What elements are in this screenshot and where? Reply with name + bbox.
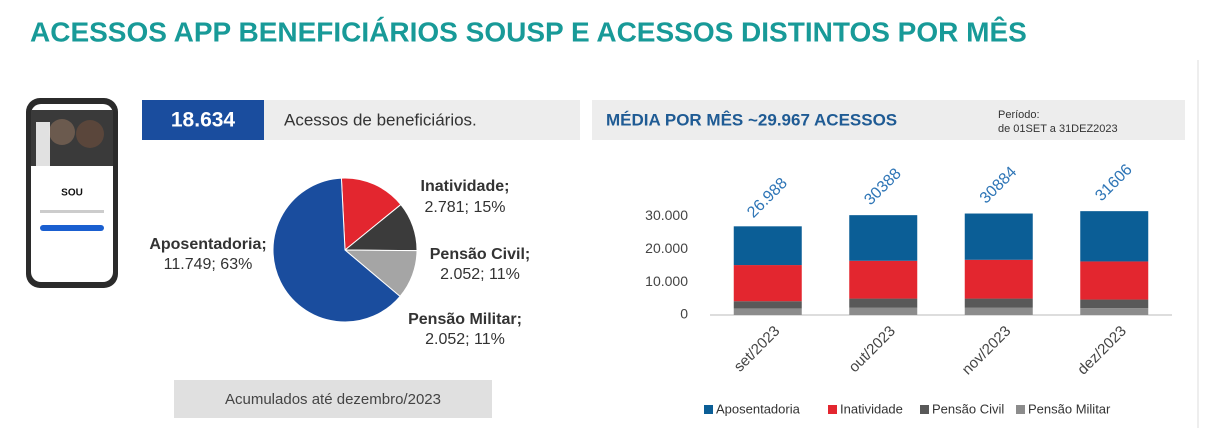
bar-segment (965, 299, 1033, 308)
legend-label: Inatividade (840, 401, 903, 416)
y-tick-label: 0 (680, 306, 688, 322)
bar-segment (734, 301, 802, 308)
pie-value-label: 11.749; 63% (164, 256, 253, 273)
pie-label: Pensão Militar; (408, 311, 522, 328)
kpi-value: 18.634 (171, 109, 236, 132)
bar-segment (849, 261, 917, 299)
legend-swatch (920, 405, 929, 414)
legend-swatch (828, 405, 837, 414)
bar-segment (1080, 308, 1148, 315)
pie-value-label: 2.052; 11% (425, 331, 505, 348)
bar-segment (734, 308, 802, 315)
bar-segment (965, 260, 1033, 299)
bar-segment (849, 299, 917, 308)
bar-segment (849, 215, 917, 261)
dashboard: ACESSOS APP BENEFICIÁRIOS SOUSP E ACESSO… (0, 0, 1210, 428)
y-tick-label: 20.000 (645, 240, 688, 256)
period-label: Período: (998, 109, 1040, 121)
pie-value-label: 2.781; 15% (425, 199, 506, 216)
title: ACESSOS APP BENEFICIÁRIOS SOUSP E ACESSO… (30, 16, 1027, 47)
bar-title: MÉDIA POR MÊS ~29.967 ACESSOS (606, 110, 897, 129)
bar-segment (1080, 300, 1148, 309)
legend-swatch (1016, 405, 1025, 414)
pie-label: Aposentadoria; (149, 236, 266, 253)
kpi-label: Acessos de beneficiários. (284, 110, 477, 129)
page: ACESSOS APP BENEFICIÁRIOS SOUSP E ACESSO… (0, 0, 1210, 428)
y-tick-label: 10.000 (645, 273, 688, 289)
bar-segment (734, 226, 802, 265)
bar-segment (965, 308, 1033, 315)
phone-brand: SOU (61, 188, 83, 199)
legend-label: Aposentadoria (716, 401, 801, 416)
legend-swatch (704, 405, 713, 414)
bar-segment (1080, 211, 1148, 261)
phone: SOU (26, 98, 118, 288)
bar-segment (965, 214, 1033, 260)
y-tick-label: 30.000 (645, 207, 688, 223)
period-range: de 01SET a 31DEZ2023 (998, 123, 1118, 135)
pie-value-label: 2.052; 11% (440, 266, 520, 283)
bar-segment (1080, 261, 1148, 299)
legend-label: Pensão Militar (1028, 401, 1111, 416)
pie-label: Pensão Civil; (430, 246, 530, 263)
pie-label: Inatividade; (421, 178, 510, 195)
bar-segment (849, 308, 917, 315)
legend-label: Pensão Civil (932, 401, 1004, 416)
footnote: Acumulados até dezembro/2023 (225, 391, 441, 408)
bar-segment (734, 265, 802, 301)
